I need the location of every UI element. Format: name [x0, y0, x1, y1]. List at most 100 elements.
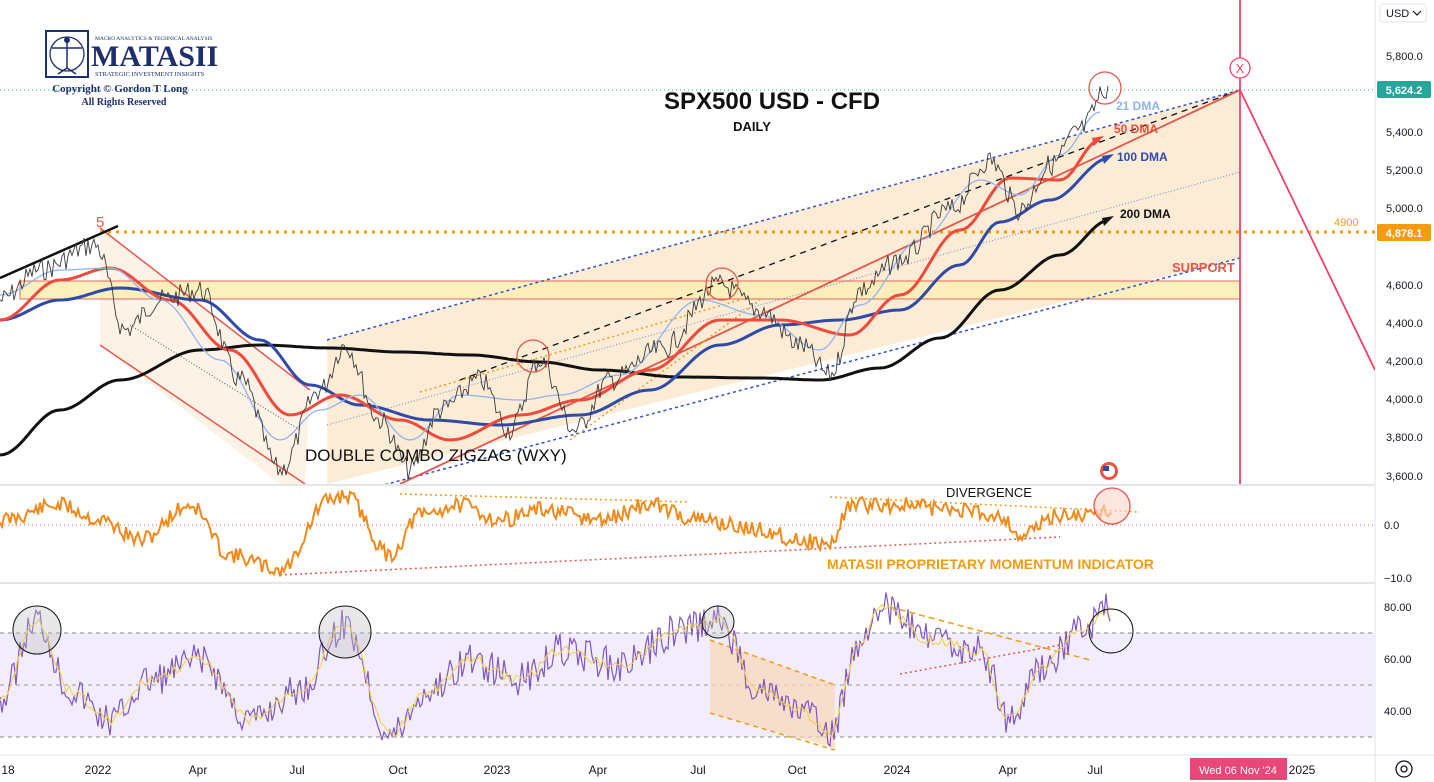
trend-black-2021 [0, 224, 119, 280]
momentum-series-group [0, 490, 1113, 577]
price-tick-label: 3,800.0 [1386, 432, 1423, 444]
currency-selector-box[interactable] [1379, 3, 1427, 23]
rsi-scale[interactable]: 80.00 60.00 40.00 [1384, 602, 1412, 718]
trend-orange-lower [569, 299, 761, 441]
x-circle-marker [1229, 57, 1251, 79]
series-price [0, 85, 1109, 480]
price-tick-label: 4,000.0 [1386, 394, 1423, 406]
channel-upper [326, 89, 1241, 341]
momentum-panel [0, 487, 1375, 577]
time-tick-label: Apr [589, 763, 608, 777]
series-rsi [0, 592, 1111, 748]
last-price-tag [1377, 81, 1431, 98]
price-tick-label: 4,400.0 [1386, 318, 1423, 330]
price-tick-label: 5,200.0 [1386, 165, 1423, 177]
series-momentum [0, 490, 1113, 577]
rsi-highlight-circle [318, 605, 372, 659]
momentum-highlight-circle [1093, 487, 1131, 525]
rsi-tick-label: 60.00 [1384, 654, 1412, 666]
logo-copyright: Copyright © Gordon T Long [52, 83, 188, 95]
wave-5-label: 5 [96, 214, 104, 231]
time-tick-label: Jul [289, 763, 304, 777]
time-scale[interactable]: 18 2022 Apr Jul Oct 2023 Apr Jul Oct 2024 Apr Jul 20… [1, 763, 1315, 777]
main-series-group [0, 85, 1114, 480]
rsi-channel-lower [709, 712, 836, 751]
us-flag-icon [1100, 462, 1118, 480]
date-marker-label: Wed 06 Nov '24 [1199, 765, 1277, 777]
price-tick-label: 3,600.0 [1386, 471, 1423, 483]
gear-icon[interactable] [1395, 760, 1413, 778]
support-zone [19, 280, 1241, 300]
series-21dma [0, 111, 1101, 441]
channel-lower [384, 257, 1241, 484]
wedge-upper [99, 227, 311, 391]
chart-subtitle: DAILY [733, 119, 771, 134]
series-arrow [1102, 216, 1114, 226]
price-scale[interactable]: 5,800.0 5,400.0 5,200.0 5,000.0 4,600.0 4,400… [1386, 51, 1423, 483]
time-tick-label: 2024 [884, 763, 911, 777]
price-tick-label: 4,200.0 [1386, 356, 1423, 368]
price-panel [0, 0, 1375, 484]
logo-emblem-head [64, 37, 70, 43]
level-price-tag [1377, 224, 1431, 241]
pattern-label: DOUBLE COMBO ZIGZAG (WXY) [305, 446, 567, 465]
currency-selector[interactable]: USD [1379, 3, 1427, 23]
rsi-highlight-circle [12, 605, 62, 655]
date-marker-tag [1190, 758, 1287, 780]
time-tick-label: Apr [189, 763, 208, 777]
price-tick-label: 5,800.0 [1386, 51, 1423, 63]
level-4900-label: 4900 [1334, 217, 1358, 229]
price-tick-label: 5,400.0 [1386, 127, 1423, 139]
rsi-tick-label: 80.00 [1384, 602, 1412, 614]
logo-name: MATASII [91, 40, 218, 73]
logo-rights: All Rights Reserved [82, 97, 167, 108]
legend-50dma: 50 DMA [1114, 122, 1158, 136]
chart-title: SPX500 USD - CFD [664, 88, 880, 115]
rsi-panel [0, 592, 1375, 751]
support-label: SUPPORT [1172, 260, 1235, 275]
time-tick-label: 2023 [484, 763, 511, 777]
momentum-scale[interactable]: 0.0 −10.0 [1384, 520, 1412, 585]
highlight-circle [516, 339, 550, 373]
legend-21dma: 21 DMA [1116, 99, 1160, 113]
us-flag-canton [1103, 466, 1109, 471]
rsi-uptrend [899, 644, 1061, 675]
series-rsi-ma [0, 603, 1111, 738]
series-arrow [1102, 154, 1114, 164]
logo-tagline: MACRO ANALYTICS & TECHNICAL ANALYSIS [95, 36, 212, 42]
wedge-lower [99, 344, 306, 484]
series-50dma [0, 138, 1101, 442]
series-200dma [0, 218, 1109, 457]
time-tick-label: 2025 [1289, 763, 1316, 777]
matasii-logo: MACRO ANALYTICS & TECHNICAL ANALYSIS MAT… [45, 30, 218, 108]
rsi-tick-label: 40.00 [1384, 706, 1412, 718]
momentum-tick-label: 0.0 [1384, 520, 1399, 532]
highlight-circle [705, 267, 739, 301]
gear-icon-ring[interactable] [1395, 760, 1413, 778]
price-tick-label: 5,000.0 [1386, 203, 1423, 215]
divergence-label: DIVERGENCE [946, 485, 1032, 500]
logo-emblem-leg [66, 67, 77, 75]
time-tick-label: Jul [1087, 763, 1102, 777]
time-tick-label: Jul [690, 763, 705, 777]
legend-200dma: 200 DMA [1120, 207, 1171, 221]
rsi-highlight-circle [1088, 608, 1134, 654]
time-tick-label: Oct [788, 763, 807, 777]
time-tick-label: 2022 [85, 763, 112, 777]
x-marker-label: X [1236, 61, 1245, 76]
time-tick-label: Apr [999, 763, 1018, 777]
time-tick-label: Oct [389, 763, 408, 777]
gear-icon-hub[interactable] [1400, 765, 1408, 773]
rsi-series-group [0, 592, 1111, 748]
momentum-rising-support [279, 536, 1061, 576]
rsi-highlight-circle [701, 605, 735, 639]
trend-dashed [459, 89, 1241, 381]
price-tick-label: 4,600.0 [1386, 280, 1423, 292]
momentum-title: MATASII PROPRIETARY MOMENTUM INDICATOR [827, 556, 1154, 572]
momentum-upper-trend [399, 493, 691, 503]
series-arrow [1092, 136, 1104, 146]
legend-100dma: 100 DMA [1117, 150, 1168, 164]
highlight-circle [1088, 71, 1122, 105]
wedge-dotted [129, 324, 301, 431]
